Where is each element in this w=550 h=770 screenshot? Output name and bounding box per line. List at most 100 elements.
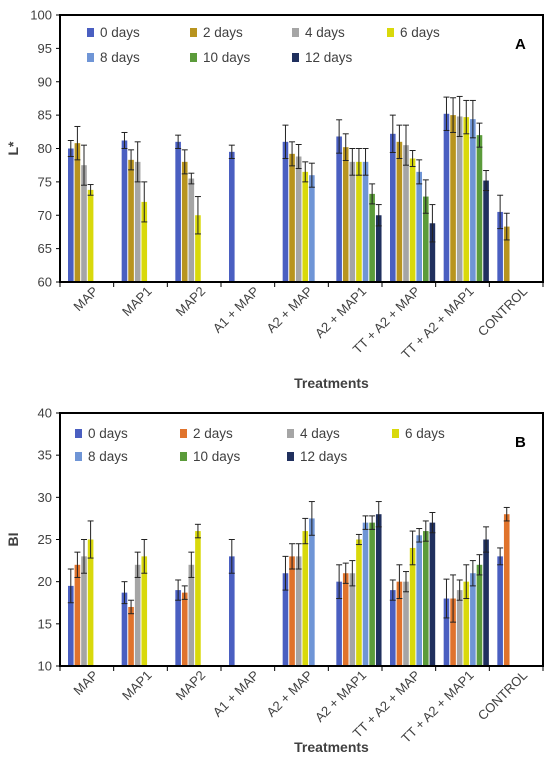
bar-b-1-5 [342, 573, 349, 666]
y-tick-label: 70 [38, 208, 52, 223]
bar-a-0-4 [282, 141, 289, 282]
bar-a-5-7 [476, 135, 483, 282]
bar-b-1-1 [128, 606, 134, 666]
x-category-label: A2 + MAP [263, 668, 315, 720]
y-tick-label: 35 [38, 448, 52, 463]
plot-frame [59, 412, 544, 667]
bar-a-3-1 [141, 201, 148, 282]
bar-b-2-7 [456, 590, 463, 666]
bar-b-3-7 [463, 581, 470, 666]
bar-b-3-5 [356, 539, 362, 666]
bar-a-2-0 [81, 165, 87, 282]
bar-b-0-0 [68, 585, 74, 666]
y-tick-label: 90 [38, 74, 52, 89]
bar-a-3-5 [356, 161, 362, 282]
legend-swatch-8-days [87, 53, 94, 62]
y-tick-label: 65 [38, 241, 52, 256]
y-tick-label: 95 [38, 41, 52, 56]
bar-b-5-7 [476, 564, 483, 666]
legend-swatch-2-days [180, 429, 187, 438]
legend-label: 12 days [305, 50, 353, 65]
x-axis-title: Treatments [294, 739, 369, 755]
bar-a-4-7 [470, 119, 476, 282]
x-category-label: MAP1 [119, 284, 155, 320]
bar-b-1-8 [503, 514, 510, 666]
legend-label: 0 days [88, 426, 128, 441]
legend-swatch-4-days [292, 28, 299, 37]
legend-swatch-0-days [75, 429, 82, 438]
legend-label: 4 days [305, 25, 345, 40]
bar-a-1-0 [74, 143, 81, 282]
bar-b-0-4 [282, 573, 289, 666]
legend-label: 4 days [300, 426, 340, 441]
legend-label: 8 days [88, 449, 128, 464]
bar-a-0-1 [121, 140, 128, 282]
bar-b-6-7 [483, 539, 489, 666]
legend-label: 2 days [203, 25, 243, 40]
x-category-label: A1 + MAP [210, 668, 262, 720]
bar-a-6-6 [429, 223, 436, 282]
y-axis-title: BI [5, 533, 21, 547]
y-tick-label: 80 [38, 141, 52, 156]
x-category-label: MAP [70, 668, 101, 699]
bar-a-0-8 [497, 211, 503, 282]
bar-a-0-6 [390, 133, 396, 282]
x-category-label: A1 + MAP [210, 284, 262, 336]
panel-letter: A [515, 36, 526, 53]
x-category-label: MAP2 [173, 668, 209, 704]
bar-b-1-0 [74, 564, 81, 666]
bar-b-0-6 [390, 590, 396, 666]
bar-b-2-4 [295, 556, 302, 666]
bar-b-3-1 [141, 556, 148, 666]
bar-a-4-4 [309, 175, 315, 282]
bar-b-1-2 [181, 592, 188, 666]
bar-a-3-7 [463, 117, 470, 282]
bar-a-0-0 [68, 148, 74, 282]
bar-a-3-4 [302, 171, 309, 282]
bar-b-0-3 [229, 556, 235, 666]
bar-b-4-4 [309, 518, 315, 666]
bar-a-0-5 [336, 136, 342, 282]
bar-a-6-7 [483, 180, 489, 282]
y-axis-title: L* [5, 141, 21, 156]
bar-b-5-6 [423, 531, 429, 666]
legend-swatch-6-days [392, 429, 399, 438]
bar-b-0-2 [175, 590, 181, 666]
bar-b-4-7 [470, 573, 476, 666]
bar-b-1-4 [289, 556, 295, 666]
chart-panel-a: 60 65 70 75 80 85 90 95 100 L* MAP MAP1 MAP2 A1 + MAP… [5, 8, 544, 391]
legend-label: 12 days [300, 449, 348, 464]
y-tick-label: 10 [38, 659, 52, 674]
bar-a-0-7 [443, 113, 450, 282]
bar-b-4-5 [362, 522, 369, 666]
bar-b-3-0 [87, 539, 94, 666]
legend-label: 6 days [405, 426, 445, 441]
panel-letter: B [515, 434, 526, 451]
bar-a-3-0 [87, 189, 94, 282]
legend-label: 8 days [100, 50, 140, 65]
y-tick-label: 40 [38, 406, 52, 421]
legend-swatch-8-days [75, 452, 82, 461]
x-category-label: A2 + MAP [263, 284, 315, 336]
x-category-label: A2 + MAP1 [312, 284, 369, 341]
legend-swatch-12-days [292, 53, 299, 62]
bar-b-1-7 [450, 598, 456, 666]
bar-a-3-6 [409, 158, 416, 282]
bar-a-6-5 [375, 215, 382, 282]
bar-b-3-4 [302, 531, 309, 666]
bar-b-5-5 [369, 522, 375, 666]
bar-a-1-8 [503, 226, 510, 282]
bar-b-0-5 [336, 581, 342, 666]
bar-b-0-8 [497, 556, 503, 666]
bar-a-1-4 [289, 153, 295, 282]
bar-b-6-5 [375, 514, 382, 666]
plot-frame [59, 14, 544, 283]
y-tick-label: 30 [38, 490, 52, 505]
y-tick-label: 85 [38, 108, 52, 123]
legend-label: 0 days [100, 25, 140, 40]
legend-label: 10 days [203, 50, 251, 65]
bar-a-2-4 [295, 156, 302, 282]
